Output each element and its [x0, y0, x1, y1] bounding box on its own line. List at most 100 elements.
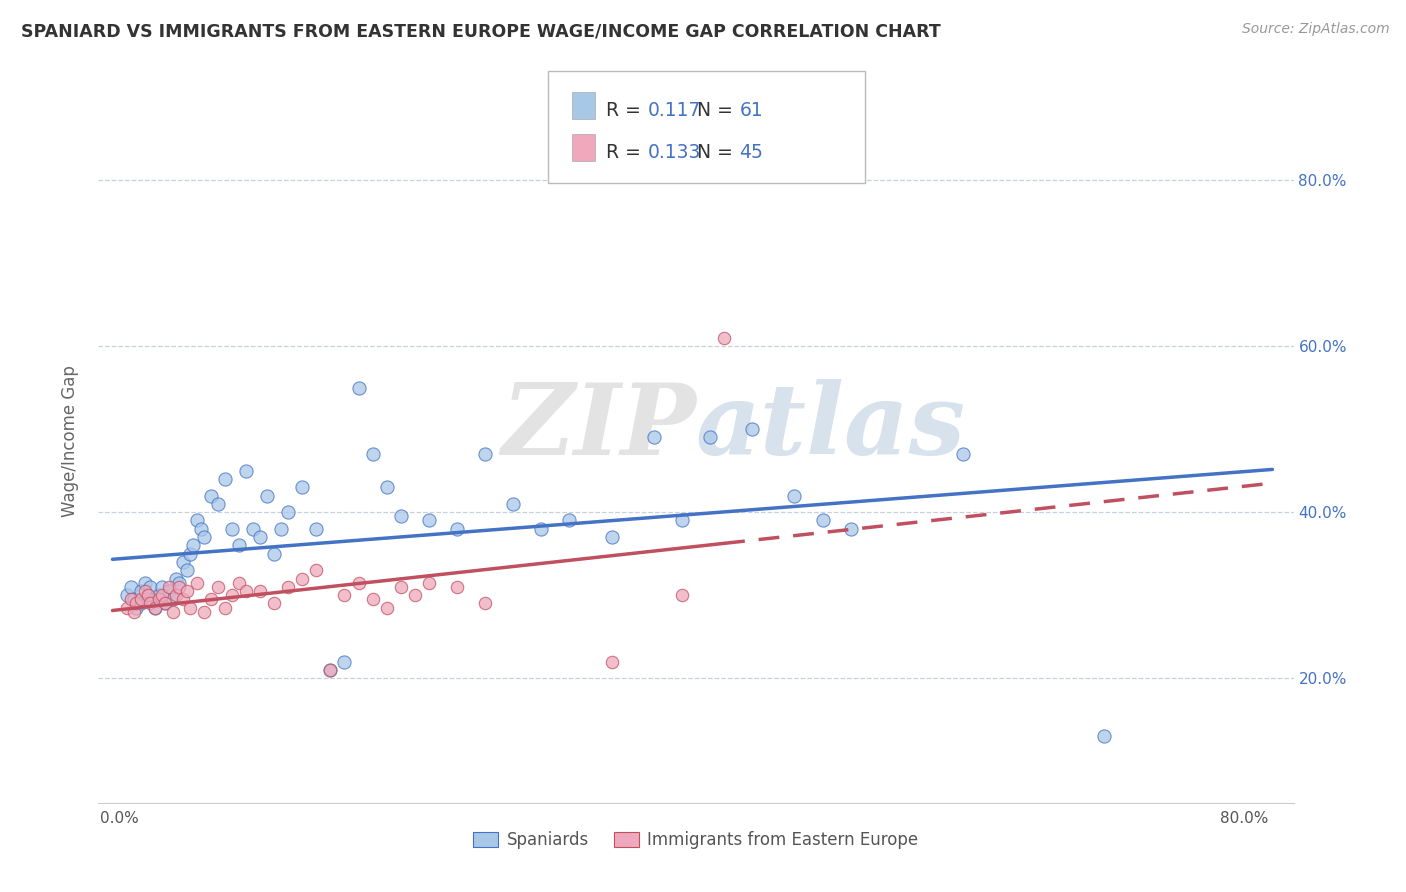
Point: [228, 538, 250, 552]
Point: [162, 605, 184, 619]
Point: [165, 588, 187, 602]
Point: [347, 575, 370, 590]
Point: [134, 584, 156, 599]
Point: [148, 592, 170, 607]
Point: [277, 505, 299, 519]
Point: [148, 588, 170, 602]
Point: [143, 600, 166, 615]
Point: [600, 530, 623, 544]
Point: [139, 597, 162, 611]
Point: [305, 563, 328, 577]
Point: [361, 592, 384, 607]
Text: ZIP: ZIP: [501, 379, 696, 475]
Point: [446, 580, 468, 594]
Point: [200, 592, 222, 607]
Point: [165, 572, 187, 586]
Text: N =: N =: [697, 101, 740, 120]
Point: [671, 513, 693, 527]
Point: [162, 592, 184, 607]
Point: [375, 600, 398, 615]
Point: [122, 605, 145, 619]
Point: [150, 588, 173, 602]
Text: R =: R =: [606, 101, 647, 120]
Point: [291, 480, 314, 494]
Point: [129, 592, 152, 607]
Point: [221, 522, 243, 536]
Point: [713, 331, 735, 345]
Text: Source: ZipAtlas.com: Source: ZipAtlas.com: [1241, 22, 1389, 37]
Point: [186, 575, 208, 590]
Text: 61: 61: [740, 101, 763, 120]
Point: [115, 600, 138, 615]
Point: [143, 600, 166, 615]
Point: [179, 547, 201, 561]
Point: [172, 555, 194, 569]
Point: [181, 538, 204, 552]
Point: [179, 600, 201, 615]
Point: [200, 489, 222, 503]
Point: [129, 597, 152, 611]
Text: R =: R =: [606, 143, 647, 161]
Point: [242, 522, 264, 536]
Point: [600, 655, 623, 669]
Point: [167, 575, 190, 590]
Point: [502, 497, 524, 511]
Point: [235, 464, 257, 478]
Point: [952, 447, 974, 461]
Point: [153, 597, 176, 611]
Text: SPANIARD VS IMMIGRANTS FROM EASTERN EUROPE WAGE/INCOME GAP CORRELATION CHART: SPANIARD VS IMMIGRANTS FROM EASTERN EURO…: [21, 22, 941, 40]
Point: [134, 575, 156, 590]
Point: [120, 580, 142, 594]
Point: [643, 430, 665, 444]
Point: [207, 497, 229, 511]
Point: [176, 563, 198, 577]
Point: [404, 588, 426, 602]
Y-axis label: Wage/Income Gap: Wage/Income Gap: [60, 366, 79, 517]
Point: [221, 588, 243, 602]
Point: [157, 580, 180, 594]
Point: [190, 522, 212, 536]
Point: [193, 605, 215, 619]
Text: 0.117: 0.117: [648, 101, 702, 120]
Point: [167, 580, 190, 594]
Point: [270, 522, 292, 536]
Point: [249, 584, 271, 599]
Point: [530, 522, 553, 536]
Point: [139, 580, 162, 594]
Point: [214, 600, 236, 615]
Point: [446, 522, 468, 536]
Point: [333, 588, 356, 602]
Text: 0.133: 0.133: [648, 143, 702, 161]
Point: [699, 430, 721, 444]
Point: [474, 447, 496, 461]
Point: [150, 580, 173, 594]
Point: [389, 509, 412, 524]
Point: [157, 584, 180, 599]
Point: [811, 513, 834, 527]
Point: [319, 663, 342, 677]
Point: [176, 584, 198, 599]
Point: [214, 472, 236, 486]
Point: [153, 597, 176, 611]
Point: [207, 580, 229, 594]
Legend: Spaniards, Immigrants from Eastern Europe: Spaniards, Immigrants from Eastern Europ…: [467, 824, 925, 856]
Point: [361, 447, 384, 461]
Point: [375, 480, 398, 494]
Point: [474, 597, 496, 611]
Text: 45: 45: [740, 143, 763, 161]
Point: [389, 580, 412, 594]
Point: [125, 600, 148, 615]
Point: [263, 597, 285, 611]
Point: [186, 513, 208, 527]
Point: [1092, 730, 1115, 744]
Point: [277, 580, 299, 594]
Point: [228, 575, 250, 590]
Point: [291, 572, 314, 586]
Text: N =: N =: [697, 143, 740, 161]
Point: [347, 380, 370, 394]
Point: [122, 592, 145, 607]
Point: [256, 489, 278, 503]
Point: [839, 522, 862, 536]
Point: [333, 655, 356, 669]
Point: [136, 588, 159, 602]
